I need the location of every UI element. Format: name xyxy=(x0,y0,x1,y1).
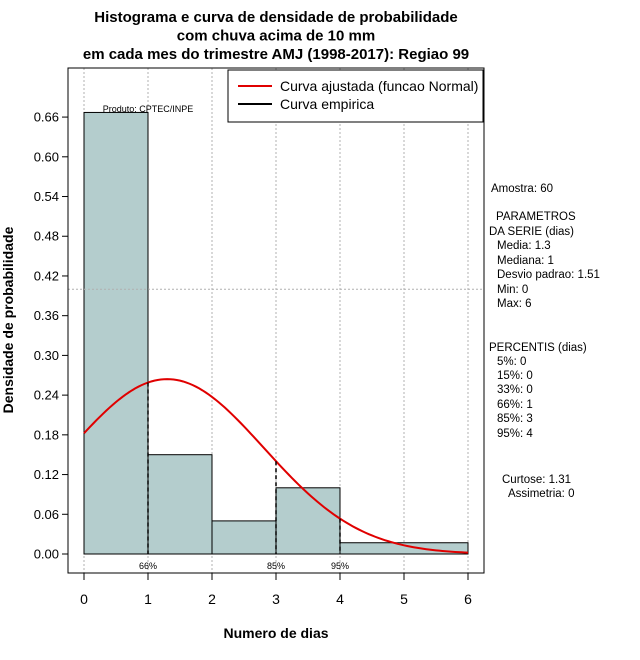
histogram-bar xyxy=(83,111,149,555)
params-title-1: PARAMETROS xyxy=(496,211,576,223)
product-label: Produto: CPTEC/INPE xyxy=(103,104,194,114)
y-tick-label: 0.54 xyxy=(34,189,59,204)
y-tick-label: 0.42 xyxy=(34,268,59,283)
x-axis-label: Numero de dias xyxy=(223,625,328,641)
y-tick-label: 0.48 xyxy=(34,229,59,244)
x-tick-label: 3 xyxy=(272,591,280,607)
y-tick-label: 0.24 xyxy=(34,388,59,403)
y-tick-label: 0.12 xyxy=(34,467,59,482)
x-tick-label: 0 xyxy=(80,591,88,607)
percentile-label: 66% xyxy=(139,561,157,571)
legend-label: Curva ajustada (funcao Normal) xyxy=(280,78,478,94)
legend-box xyxy=(227,69,484,123)
pct-5: 5%: 0 xyxy=(497,356,527,368)
legend-label: Curva empirica xyxy=(280,96,374,112)
stat-desvio: Desvio padrao: 1.51 xyxy=(497,269,600,281)
y-tick-label: 0.66 xyxy=(34,110,59,125)
y-tick-label: 0.30 xyxy=(34,348,59,363)
pct-66: 66%: 1 xyxy=(497,399,533,411)
pct-33: 33%: 0 xyxy=(497,384,533,396)
histogram-bar xyxy=(147,454,213,555)
percentis-title: PERCENTIS (dias) xyxy=(489,342,587,354)
y-tick-label: 0.60 xyxy=(34,149,59,164)
y-tick-label: 0.18 xyxy=(34,427,59,442)
percentile-label: 85% xyxy=(267,561,285,571)
sample-size: Amostra: 60 xyxy=(491,183,553,195)
stat-min: Min: 0 xyxy=(497,284,529,296)
x-tick-label: 5 xyxy=(400,591,408,607)
stat-max: Max: 6 xyxy=(497,298,532,310)
y-tick-label: 0.36 xyxy=(34,308,59,323)
histogram-bar xyxy=(275,487,341,555)
pct-85: 85%: 3 xyxy=(497,413,533,425)
params-title-2: DA SERIE (dias) xyxy=(489,226,574,238)
pct-95: 95%: 4 xyxy=(497,428,533,440)
x-tick-label: 6 xyxy=(464,591,472,607)
chart-title-line: em cada mes do trimestre AMJ (1998-2017)… xyxy=(83,46,469,63)
y-tick-label: 0.06 xyxy=(34,507,59,522)
histogram-bar xyxy=(211,520,277,555)
stat-curtose: Curtose: 1.31 xyxy=(502,474,572,486)
x-tick-label: 1 xyxy=(144,591,152,607)
stat-media: Media: 1.3 xyxy=(497,240,551,252)
y-axis-label: Densidade de probabilidade xyxy=(0,226,16,413)
percentile-label: 95% xyxy=(331,561,349,571)
chart-title-line: com chuva acima de 10 mm xyxy=(177,28,375,45)
x-tick-label: 4 xyxy=(336,591,344,607)
stat-assimetria: Assimetria: 0 xyxy=(508,488,575,500)
chart-title-line: Histograma e curva de densidade de proba… xyxy=(94,9,457,26)
x-tick-label: 2 xyxy=(208,591,216,607)
pct-15: 15%: 0 xyxy=(497,370,533,382)
y-tick-label: 0.00 xyxy=(34,547,59,562)
stat-mediana: Mediana: 1 xyxy=(497,255,554,267)
